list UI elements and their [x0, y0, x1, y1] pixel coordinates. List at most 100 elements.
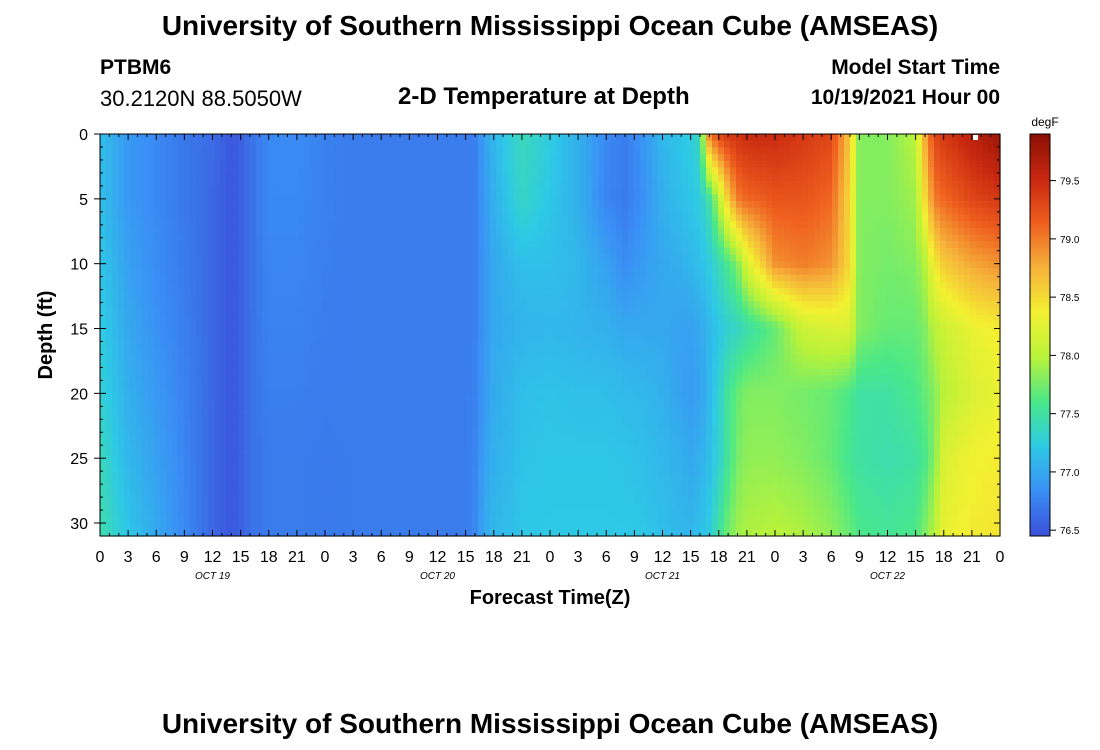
heatmap-cell: [262, 261, 269, 269]
heatmap-cell: [136, 395, 143, 403]
heatmap-cell: [172, 140, 179, 148]
heatmap-cell: [454, 462, 461, 470]
heatmap-cell: [322, 482, 329, 490]
heatmap-cell: [232, 308, 239, 316]
heatmap-cell: [556, 489, 563, 497]
heatmap-cell: [508, 194, 515, 202]
heatmap-cell: [250, 187, 257, 195]
heatmap-cell: [364, 509, 371, 517]
heatmap-cell: [532, 341, 539, 349]
heatmap-cell: [424, 201, 431, 209]
heatmap-cell: [508, 308, 515, 316]
heatmap-cell: [172, 261, 179, 269]
heatmap-cell: [106, 402, 113, 410]
heatmap-cell: [466, 341, 473, 349]
heatmap-cell: [160, 207, 167, 215]
heatmap-cell: [364, 469, 371, 477]
heatmap-cell: [424, 388, 431, 396]
heatmap-cell: [232, 509, 239, 517]
heatmap-cell: [592, 361, 599, 370]
heatmap-cell: [286, 341, 293, 349]
heatmap-cell: [244, 167, 251, 175]
heatmap-cell: [586, 502, 593, 510]
heatmap-cell: [220, 381, 227, 390]
heatmap-cell: [172, 515, 179, 524]
heatmap-cell: [478, 140, 485, 148]
heatmap-cell: [394, 301, 401, 309]
heatmap-cell: [136, 221, 143, 229]
heatmap-cell: [286, 448, 293, 457]
heatmap-cell: [166, 368, 173, 376]
heatmap-cell: [502, 268, 509, 276]
heatmap-cell: [280, 201, 287, 209]
heatmap-cell: [478, 455, 485, 463]
heatmap-cell: [280, 388, 287, 396]
heatmap-cell: [124, 469, 131, 477]
heatmap-cell: [202, 408, 209, 416]
heatmap-cell: [526, 442, 533, 450]
heatmap-cell: [484, 388, 491, 396]
heatmap-cell: [136, 174, 143, 182]
heatmap-cell: [418, 335, 425, 343]
heatmap-cell: [112, 509, 119, 517]
heatmap-cell: [148, 328, 155, 336]
heatmap-cell: [580, 361, 587, 370]
heatmap-cell: [340, 227, 347, 236]
heatmap-cell: [208, 482, 215, 490]
heatmap-cell: [154, 227, 161, 236]
heatmap-cell: [478, 442, 485, 450]
heatmap-cell: [226, 268, 233, 276]
heatmap-cell: [220, 522, 227, 530]
heatmap-cell: [400, 442, 407, 450]
heatmap-cell: [442, 522, 449, 530]
heatmap-cell: [574, 254, 581, 262]
heatmap-cell: [286, 529, 293, 537]
heatmap-cell: [430, 241, 437, 249]
heatmap-cell: [130, 348, 137, 356]
heatmap-cell: [154, 355, 161, 363]
heatmap-cell: [466, 241, 473, 249]
heatmap-cell: [238, 288, 245, 296]
heatmap-cell: [358, 201, 365, 209]
heatmap-cell: [574, 422, 581, 430]
heatmap-cell: [364, 442, 371, 450]
heatmap-cell: [466, 529, 473, 537]
heatmap-cell: [226, 187, 233, 195]
heatmap-cell: [388, 462, 395, 470]
heatmap-cell: [460, 462, 467, 470]
heatmap-cell: [448, 489, 455, 497]
heatmap-cell: [274, 509, 281, 517]
heatmap-cell: [118, 234, 125, 242]
heatmap-cell: [346, 268, 353, 276]
heatmap-cell: [460, 482, 467, 490]
heatmap-cell: [346, 489, 353, 497]
heatmap-cell: [508, 435, 515, 443]
heatmap-cell: [286, 268, 293, 276]
heatmap-cell: [532, 448, 539, 457]
heatmap-cell: [328, 469, 335, 477]
heatmap-cell: [466, 489, 473, 497]
heatmap-cell: [568, 341, 575, 349]
heatmap-cell: [154, 361, 161, 370]
heatmap-cell: [166, 167, 173, 175]
heatmap-cell: [250, 294, 257, 303]
heatmap-cell: [490, 174, 497, 182]
heatmap-cell: [466, 442, 473, 450]
heatmap-cell: [550, 134, 557, 142]
heatmap-cell: [508, 301, 515, 309]
heatmap-cell: [334, 368, 341, 376]
heatmap-cell: [322, 194, 329, 202]
heatmap-cell: [274, 381, 281, 390]
heatmap-cell: [580, 428, 587, 437]
heatmap-cell: [352, 134, 359, 142]
heatmap-cell: [274, 442, 281, 450]
heatmap-cell: [382, 221, 389, 229]
heatmap-cell: [574, 415, 581, 423]
heatmap-cell: [160, 335, 167, 343]
heatmap-cell: [292, 194, 299, 202]
heatmap-cell: [268, 234, 275, 242]
heatmap-cell: [286, 301, 293, 309]
heatmap-cell: [340, 187, 347, 195]
heatmap-cell: [178, 254, 185, 262]
heatmap-cell: [568, 134, 575, 142]
